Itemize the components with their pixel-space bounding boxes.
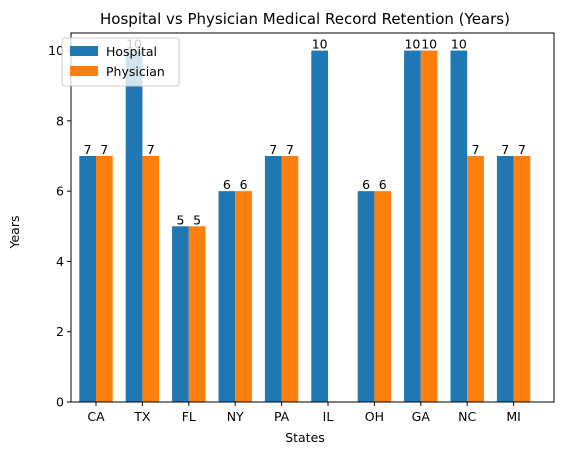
legend: Hospital Physician <box>61 37 180 87</box>
y-tick-label: 0 <box>56 395 64 410</box>
plot-area: 0246810CATXFLNYPAILOHGANCMI7105671061010… <box>48 32 555 424</box>
bar-physician-nc <box>467 156 484 402</box>
bar-physician-ny <box>235 191 252 402</box>
legend-label-hospital: Hospital <box>106 44 157 59</box>
x-tick-label: NC <box>458 409 476 424</box>
bar-physician-mi <box>513 156 531 402</box>
bar-hospital-nc <box>450 50 468 402</box>
data-label: 7 <box>147 142 155 157</box>
y-tick-label: 6 <box>56 184 64 199</box>
bar-hospital-il <box>311 50 328 402</box>
data-label: 6 <box>379 177 387 192</box>
data-label: 10 <box>421 37 437 52</box>
legend-swatch-hospital <box>70 46 98 56</box>
data-label: 7 <box>84 142 92 157</box>
legend-label-physician: Physician <box>106 64 165 79</box>
data-label: 6 <box>240 177 248 192</box>
bar-physician-ca <box>96 156 113 402</box>
x-tick-label: TX <box>133 409 151 424</box>
bar-hospital-fl <box>172 226 189 402</box>
bar-hospital-ca <box>79 156 96 402</box>
bar-hospital-ga <box>404 50 421 402</box>
y-tick-label: 10 <box>48 43 64 58</box>
bar-hospital-pa <box>264 156 282 402</box>
data-label: 6 <box>362 177 370 192</box>
data-label: 7 <box>472 142 480 157</box>
bar-physician-fl <box>188 226 206 402</box>
y-tick-label: 4 <box>56 254 64 269</box>
data-label: 7 <box>286 142 294 157</box>
y-tick-label: 2 <box>56 324 64 339</box>
data-label: 10 <box>451 37 467 52</box>
data-label: 10 <box>404 37 420 52</box>
x-tick-label: PA <box>274 409 290 424</box>
bar-hospital-oh <box>357 191 375 402</box>
bar-physician-tx <box>142 156 160 402</box>
data-label: 7 <box>269 142 277 157</box>
plot-frame <box>70 32 555 403</box>
bar-physician-pa <box>281 156 299 402</box>
legend-swatch-physician <box>70 66 98 76</box>
chart-title: Hospital vs Physician Medical Record Ret… <box>100 10 510 28</box>
data-label: 6 <box>223 177 231 192</box>
x-tick-label: IL <box>323 409 334 424</box>
bar-hospital-mi <box>496 156 514 402</box>
bar-physician-ga <box>420 50 438 402</box>
data-label: 7 <box>518 142 526 157</box>
x-tick-label: OH <box>365 409 384 424</box>
data-label: 7 <box>501 142 509 157</box>
bar-hospital-ny <box>218 191 236 402</box>
y-tick-label: 8 <box>56 113 64 128</box>
x-tick-label: GA <box>412 409 431 424</box>
x-tick-label: FL <box>182 409 196 424</box>
x-tick-label: CA <box>87 409 105 424</box>
data-label: 10 <box>312 37 328 52</box>
x-axis-title: States <box>285 430 325 445</box>
bar-physician-oh <box>374 191 392 402</box>
data-label: 7 <box>100 142 108 157</box>
bar-hospital-tx <box>125 50 143 402</box>
y-axis-title: Years <box>7 216 22 250</box>
data-label: 5 <box>176 212 184 227</box>
x-tick-label: MI <box>506 409 520 424</box>
data-label: 5 <box>193 212 201 227</box>
x-tick-label: NY <box>227 409 244 424</box>
